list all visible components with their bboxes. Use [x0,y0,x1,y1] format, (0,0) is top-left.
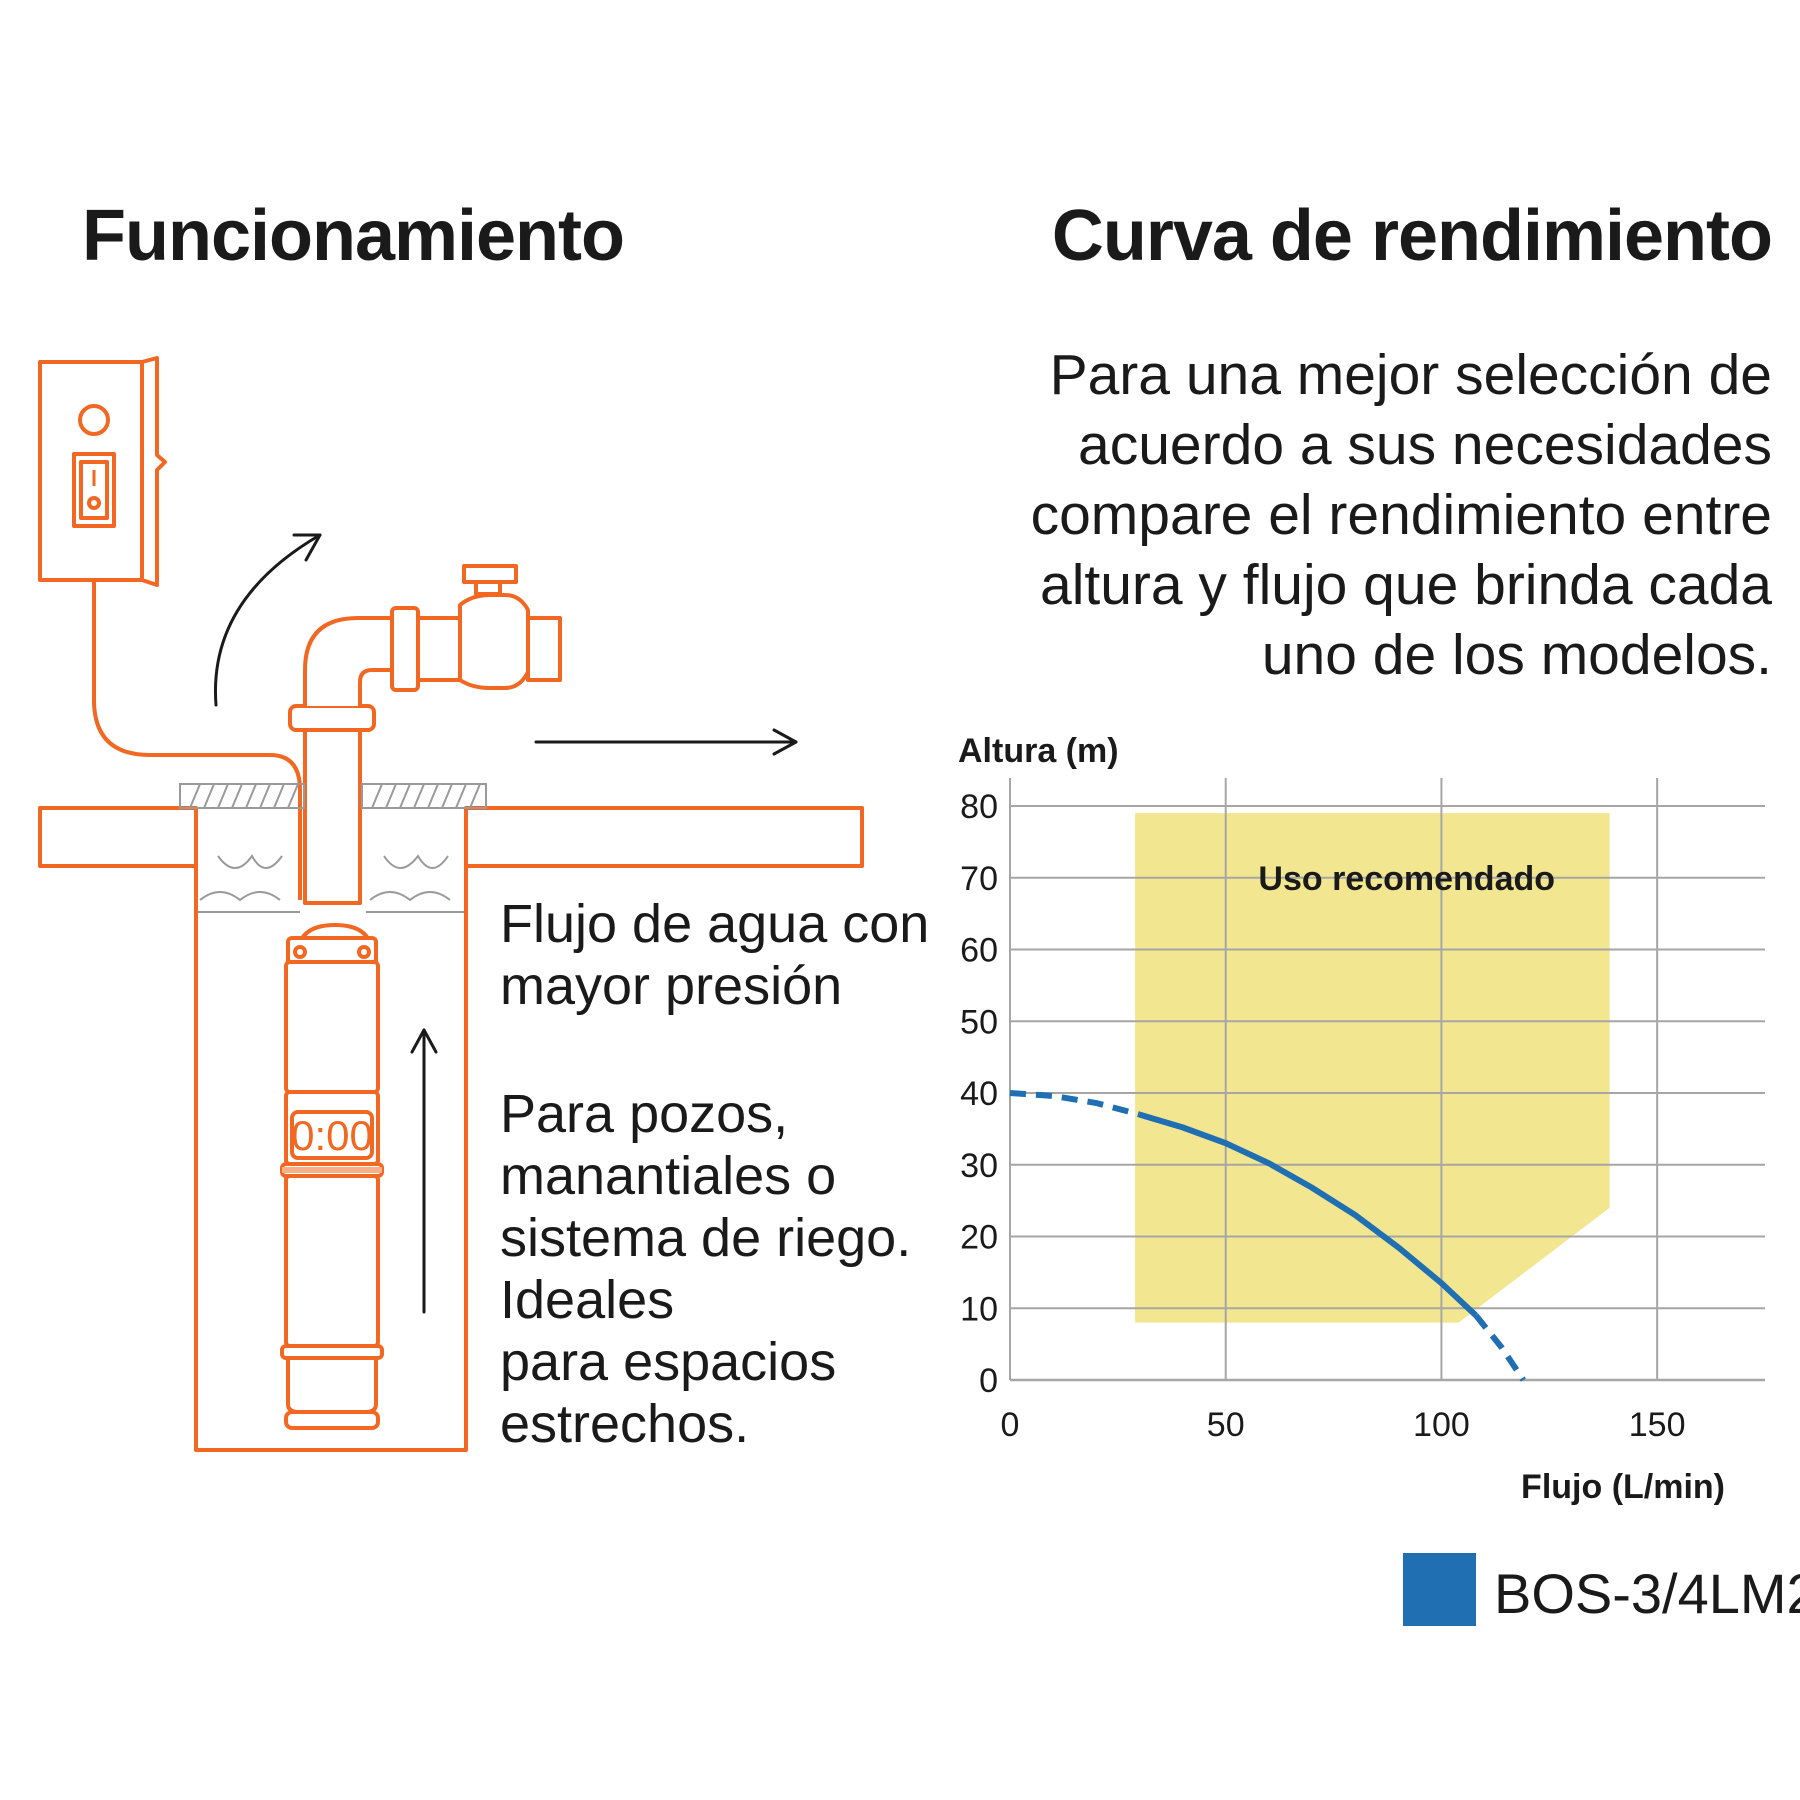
use-line: sistema de riego. [500,1208,912,1268]
x-tick-label: 100 [1413,1406,1470,1444]
section-title-funcionamiento: Funcionamiento [82,196,625,276]
series-line-dashed-end [1473,1313,1526,1382]
y-axis-title: Altura (m) [958,732,1119,770]
y-tick-label: 50 [960,1003,998,1041]
flow-description: Flujo de agua con mayor presión [500,893,929,1017]
use-line: manantiales o [500,1146,837,1206]
x-tick-label: 0 [1001,1406,1020,1444]
use-line: estrechos. [500,1394,750,1454]
intro-line: acuerdo a sus necesidades [1078,413,1772,477]
use-line: Para pozos, [500,1084,789,1144]
pipe-valve-icon [288,564,562,905]
intro-line: altura y flujo que brinda cada [1040,553,1772,617]
x-tick-label: 150 [1629,1406,1686,1444]
pump-display: 0:00 [291,1112,373,1159]
y-tick-label: 70 [960,860,998,898]
recommended-region [1135,813,1610,1323]
pump-illustration: 0:00 [38,356,864,1452]
legend-label: BOS-3/4LM2 [1494,1562,1800,1625]
series-line-dashed-start [1009,1090,1141,1118]
control-box-icon [38,356,302,900]
section-title-curva: Curva de rendimiento [1051,196,1773,276]
flow-arrow-icon [213,533,798,1314]
y-tick-label: 40 [960,1075,998,1113]
y-tick-label: 20 [960,1219,998,1257]
y-tick-label: 0 [979,1362,998,1400]
x-tick-label: 50 [1207,1406,1245,1444]
y-tick-label: 80 [960,788,998,826]
use-line: para espacios [500,1332,837,1392]
intro-line: compare el rendimiento entre [1030,483,1772,547]
use-line: Ideales [500,1270,675,1330]
x-axis-title: Flujo (L/min) [1521,1468,1725,1506]
legend-swatch [1403,1553,1476,1626]
intro-line: uno de los modelos. [1261,623,1772,687]
intro-line: Para una mejor selección de [1049,343,1772,407]
y-tick-label: 10 [960,1290,998,1328]
intro-paragraph: Para una mejor selección de acuerdo a su… [912,340,1772,690]
y-tick-label: 30 [960,1147,998,1185]
y-tick-label: 60 [960,932,998,970]
flow-line: mayor presión [500,956,843,1016]
region-label: Uso recomendado [1258,860,1555,898]
use-description: Para pozos, manantiales o sistema de rie… [500,1083,911,1455]
flow-line: Flujo de agua con [500,894,930,954]
series-line [1138,1111,1478,1318]
